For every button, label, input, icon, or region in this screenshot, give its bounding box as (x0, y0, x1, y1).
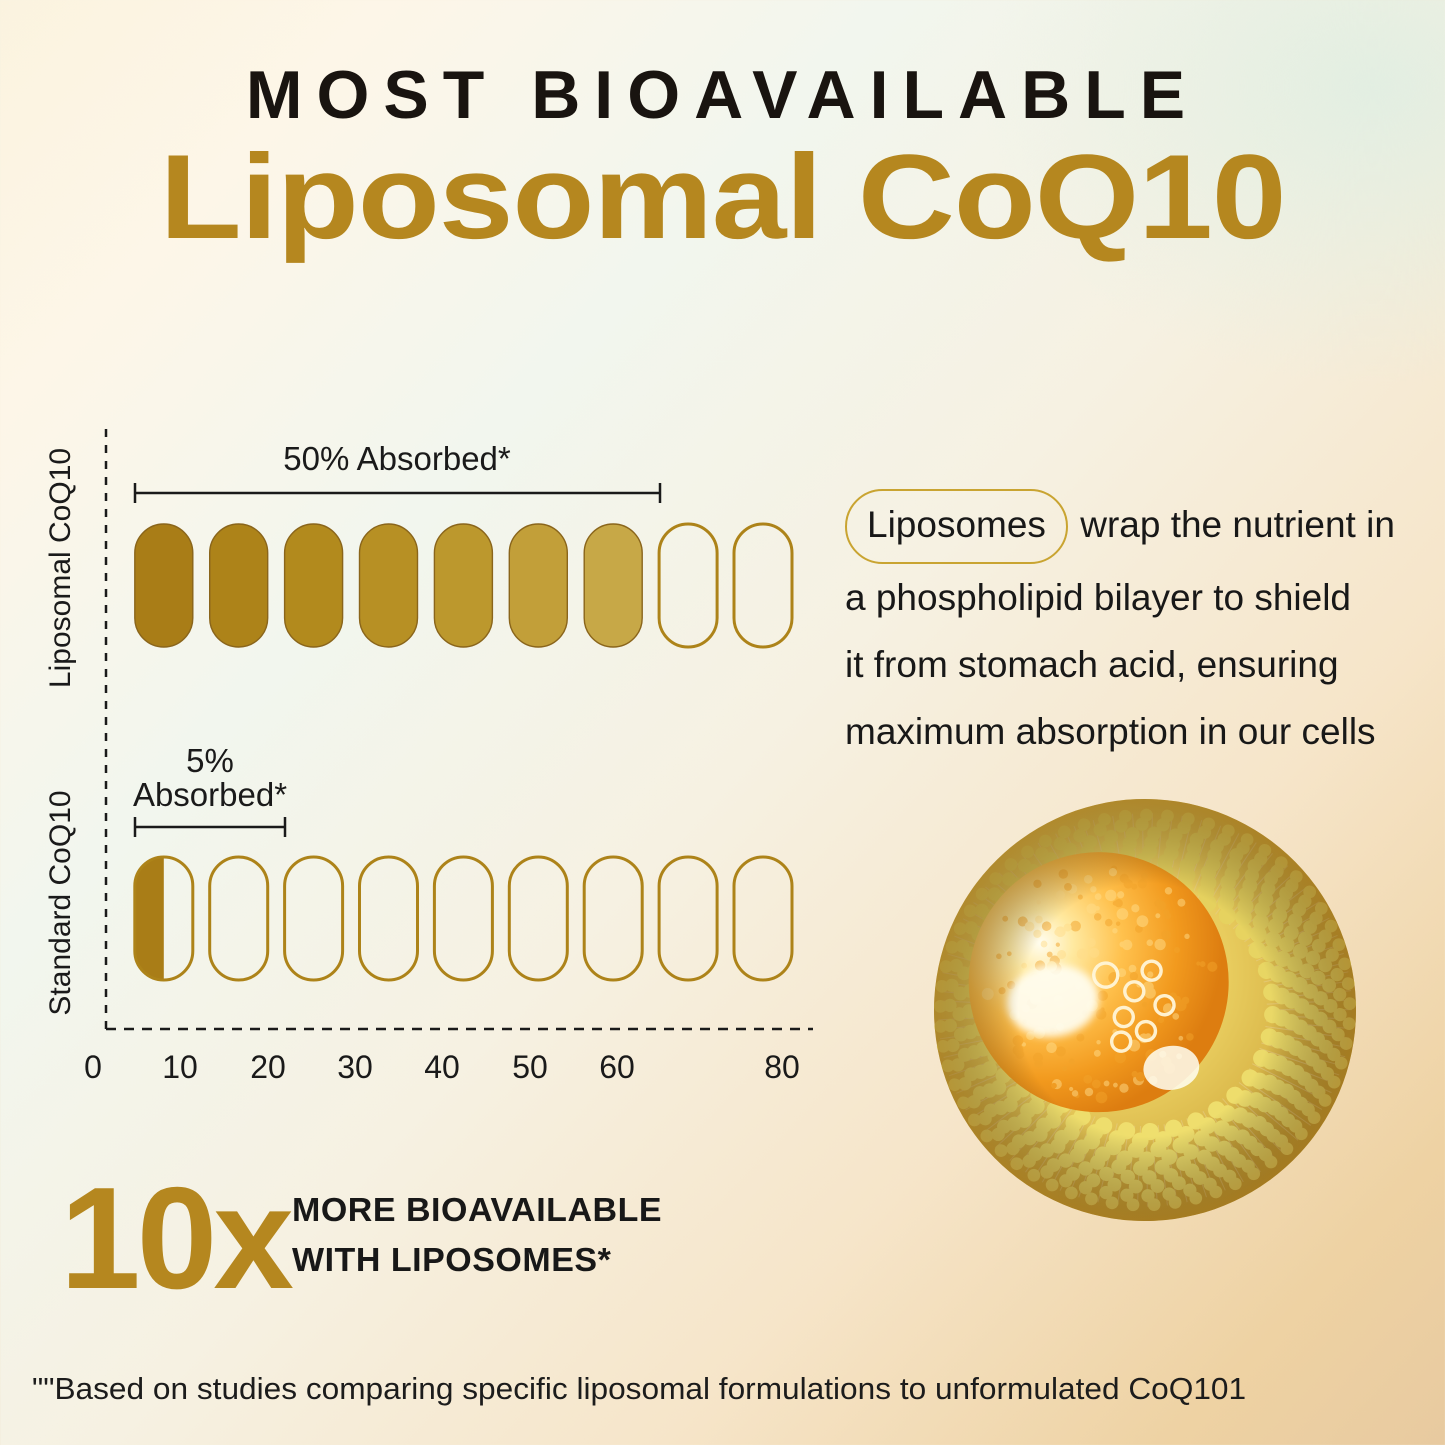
svg-text:10: 10 (162, 1049, 198, 1085)
svg-text:Absorbed*: Absorbed* (133, 776, 287, 813)
svg-text:40: 40 (424, 1049, 460, 1085)
svg-text:Liposomal CoQ10: Liposomal CoQ10 (44, 448, 77, 688)
svg-text:0: 0 (84, 1049, 102, 1085)
svg-text:5%: 5% (186, 742, 234, 779)
svg-text:50: 50 (512, 1049, 548, 1085)
svg-text:80: 80 (764, 1049, 800, 1085)
svg-text:Standard CoQ10: Standard CoQ10 (44, 790, 77, 1015)
svg-text:50% Absorbed*: 50% Absorbed* (283, 440, 511, 477)
svg-text:60: 60 (599, 1049, 635, 1085)
svg-text:30: 30 (337, 1049, 373, 1085)
svg-text:20: 20 (250, 1049, 286, 1085)
